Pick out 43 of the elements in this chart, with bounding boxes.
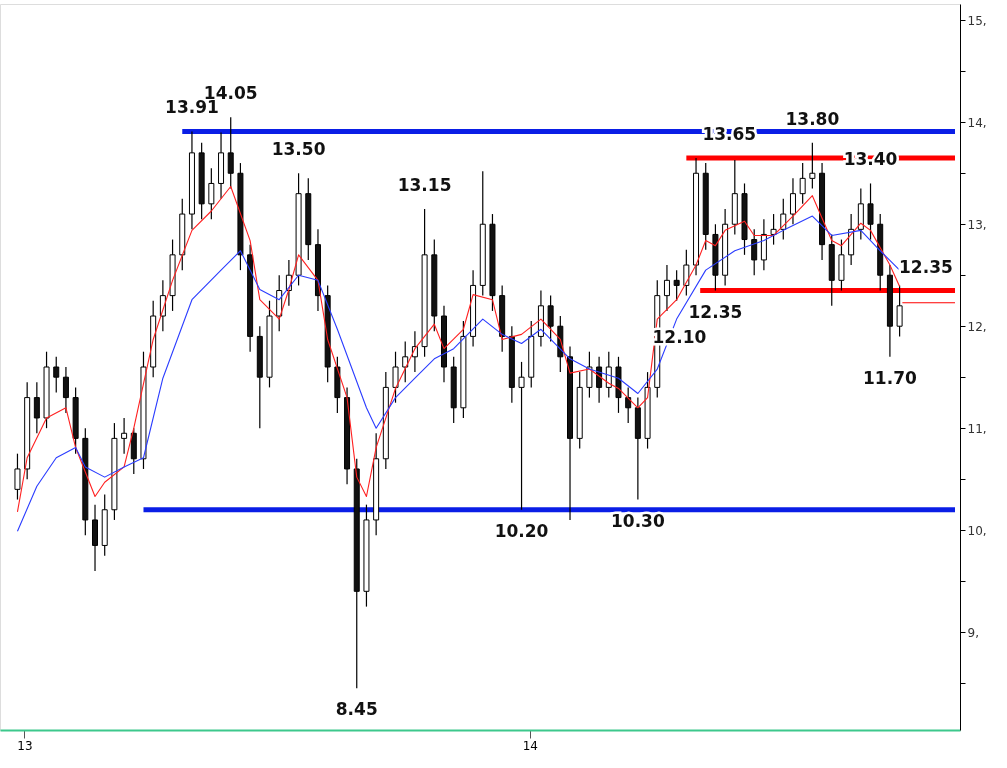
candlestick: [547, 295, 554, 343]
y-tick-label: 11,: [967, 421, 987, 436]
annotation: 13.40: [843, 149, 898, 170]
candlestick: [53, 356, 60, 394]
candlestick: [586, 351, 593, 399]
candlestick: [683, 249, 690, 297]
candlestick: [799, 162, 806, 205]
candlestick: [402, 340, 409, 383]
candlestick: [62, 366, 69, 414]
candlestick: [751, 228, 758, 276]
y-tick-label: 14,: [967, 115, 987, 130]
candlestick: [14, 453, 21, 501]
candlestick: [121, 417, 128, 455]
annotation: 8.45: [335, 699, 378, 720]
annotation: 13.15: [397, 174, 452, 195]
candlestick: [789, 177, 796, 225]
candlestick: [896, 284, 903, 338]
annotation: 11.70: [863, 367, 917, 388]
y-tick-label: 10,: [967, 523, 987, 538]
x-tick-label: 14: [522, 738, 538, 753]
y-tick-label: 13,: [967, 217, 987, 232]
annotation: 13.50: [271, 139, 326, 160]
candlestick: [392, 351, 399, 404]
annotation: 10.30: [610, 510, 665, 531]
candlestick: [809, 142, 816, 190]
candlestick: [625, 386, 632, 424]
annotation: 13.80: [785, 108, 840, 129]
candlestick: [33, 381, 40, 434]
annotation: 12.35: [899, 256, 953, 277]
candlestick: [518, 361, 525, 511]
candlestick: [227, 116, 234, 190]
candlestick: [770, 213, 777, 246]
candlestick: [673, 269, 680, 302]
candlestick: [867, 182, 874, 241]
annotation: 10.20: [494, 520, 549, 541]
y-tick-label: 15,: [967, 13, 987, 28]
candlestick: [208, 167, 215, 220]
y-tick-label: 9,: [967, 625, 979, 640]
y-tick-label: 12,: [967, 319, 987, 334]
annotation: 12.35: [688, 301, 743, 322]
candlestick: [663, 264, 670, 312]
candlestick: [780, 198, 787, 241]
x-tick-label: 13: [17, 738, 33, 753]
